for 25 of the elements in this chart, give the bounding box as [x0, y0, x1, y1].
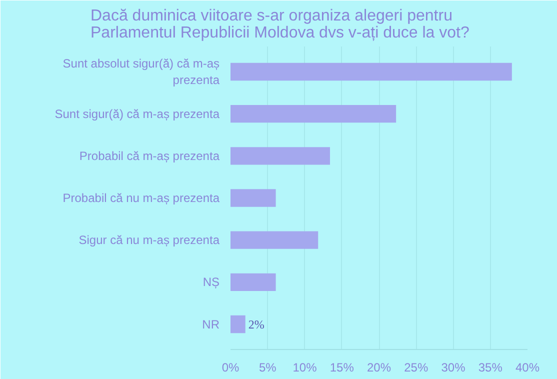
bar [230, 147, 330, 165]
y-tick-label: Sigur că nu m-aș prezenta [78, 233, 220, 248]
bar [230, 104, 396, 123]
bar [230, 62, 512, 81]
y-tick-label: Probabil că m-aș prezenta [79, 148, 220, 163]
y-tick-label: Sunt absolut sigur(ă) că m-aș prezenta [62, 56, 220, 88]
x-tick-label: 25% [404, 360, 428, 374]
x-tick-label: 30% [441, 360, 466, 374]
x-tick-label: 5% [258, 360, 277, 374]
x-tick-label: 35% [478, 360, 503, 374]
x-tick-label: 20% [366, 360, 392, 374]
data-label: 2% [248, 317, 264, 332]
y-tick-label: Sunt sigur(ă) că m-aș prezenta [54, 106, 220, 121]
x-tick-label: 40% [515, 360, 540, 374]
bar [230, 231, 318, 249]
chart-title: Dacă duminica viitoare s-ar organiza alegeri pentru Parlamentul Republicii Moldova dvs v-ați duce la vot? [90, 8, 470, 42]
x-tick-label: 15% [330, 360, 354, 374]
x-tick-label: 10% [292, 360, 318, 374]
y-tick-label: NȘ [202, 275, 220, 290]
x-tick-label: 0% [222, 360, 240, 374]
y-tick-label: NR [202, 317, 220, 332]
y-tick-label: Probabil că nu m-aș prezenta [62, 191, 220, 205]
bar [230, 315, 246, 334]
bar [230, 273, 276, 292]
bar [230, 189, 276, 207]
